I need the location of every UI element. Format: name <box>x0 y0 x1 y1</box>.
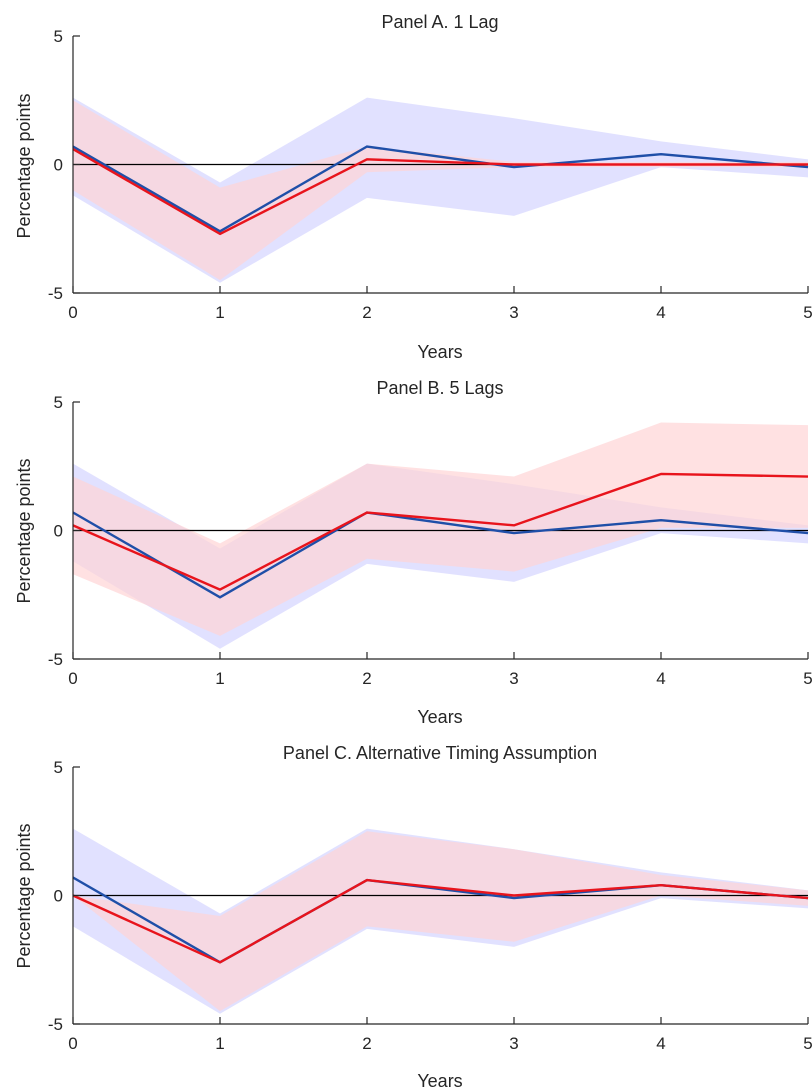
panel-title: Panel A. 1 Lag <box>381 12 498 32</box>
x-tick-label: 2 <box>362 303 371 322</box>
y-axis-label: Percentage points <box>14 458 34 603</box>
x-tick-label: 3 <box>509 669 518 688</box>
red-confidence-band <box>73 831 808 1012</box>
y-tick-label: 5 <box>54 393 63 412</box>
x-tick-label: 2 <box>362 669 371 688</box>
plot-area: -5 0 5 0 1 2 3 4 5 <box>48 393 812 688</box>
x-tick-label: 1 <box>215 669 224 688</box>
y-tick-label: 0 <box>54 887 63 906</box>
x-tick-label: 4 <box>656 669 665 688</box>
y-axis-label: Percentage points <box>14 823 34 968</box>
y-tick-label: -5 <box>48 1015 63 1034</box>
x-axis-label: Years <box>417 707 462 727</box>
plot-area: -5 0 5 0 1 2 3 4 5 <box>48 758 812 1053</box>
red-confidence-band <box>73 422 808 636</box>
panel-b: -5 0 5 0 1 2 3 4 5 Panel B. 5 Lags Percentage po… <box>14 378 812 727</box>
x-tick-label: 1 <box>215 1034 224 1053</box>
y-tick-label: 5 <box>54 27 63 46</box>
x-tick-label: 4 <box>656 1034 665 1053</box>
x-tick-label: 0 <box>68 303 77 322</box>
y-tick-label: -5 <box>48 650 63 669</box>
red-confidence-band <box>73 100 808 281</box>
red-series-line <box>72 878 809 964</box>
y-tick-label: 0 <box>54 156 63 175</box>
x-tick-label: 5 <box>803 1034 812 1053</box>
red-series-line <box>72 148 808 236</box>
panel-a: -5 0 5 0 1 2 3 4 5 Panel A. 1 Lag Percentage poi… <box>14 12 812 362</box>
x-tick-label: 0 <box>68 1034 77 1053</box>
red-series-line <box>72 472 809 591</box>
x-tick-label: 5 <box>803 303 812 322</box>
y-axis-label: Percentage points <box>14 93 34 238</box>
x-tick-label: 4 <box>656 303 665 322</box>
blue-series-line <box>72 511 809 599</box>
x-tick-label: 5 <box>803 669 812 688</box>
x-tick-label: 2 <box>362 1034 371 1053</box>
panel-title: Panel B. 5 Lags <box>376 378 503 398</box>
x-tick-label: 3 <box>509 1034 518 1053</box>
y-tick-label: -5 <box>48 284 63 303</box>
panel-c: -5 0 5 0 1 2 3 4 5 Panel C. Alternative Timing A… <box>14 743 812 1091</box>
plot-area: -5 0 5 0 1 2 3 4 5 <box>48 27 812 322</box>
blue-series-line <box>72 145 809 233</box>
x-tick-label: 0 <box>68 669 77 688</box>
x-axis-label: Years <box>417 1071 462 1091</box>
panel-title: Panel C. Alternative Timing Assumption <box>283 743 597 763</box>
y-tick-label: 5 <box>54 758 63 777</box>
x-tick-label: 3 <box>509 303 518 322</box>
x-axis-label: Years <box>417 342 462 362</box>
x-tick-label: 1 <box>215 303 224 322</box>
y-tick-label: 0 <box>54 522 63 541</box>
